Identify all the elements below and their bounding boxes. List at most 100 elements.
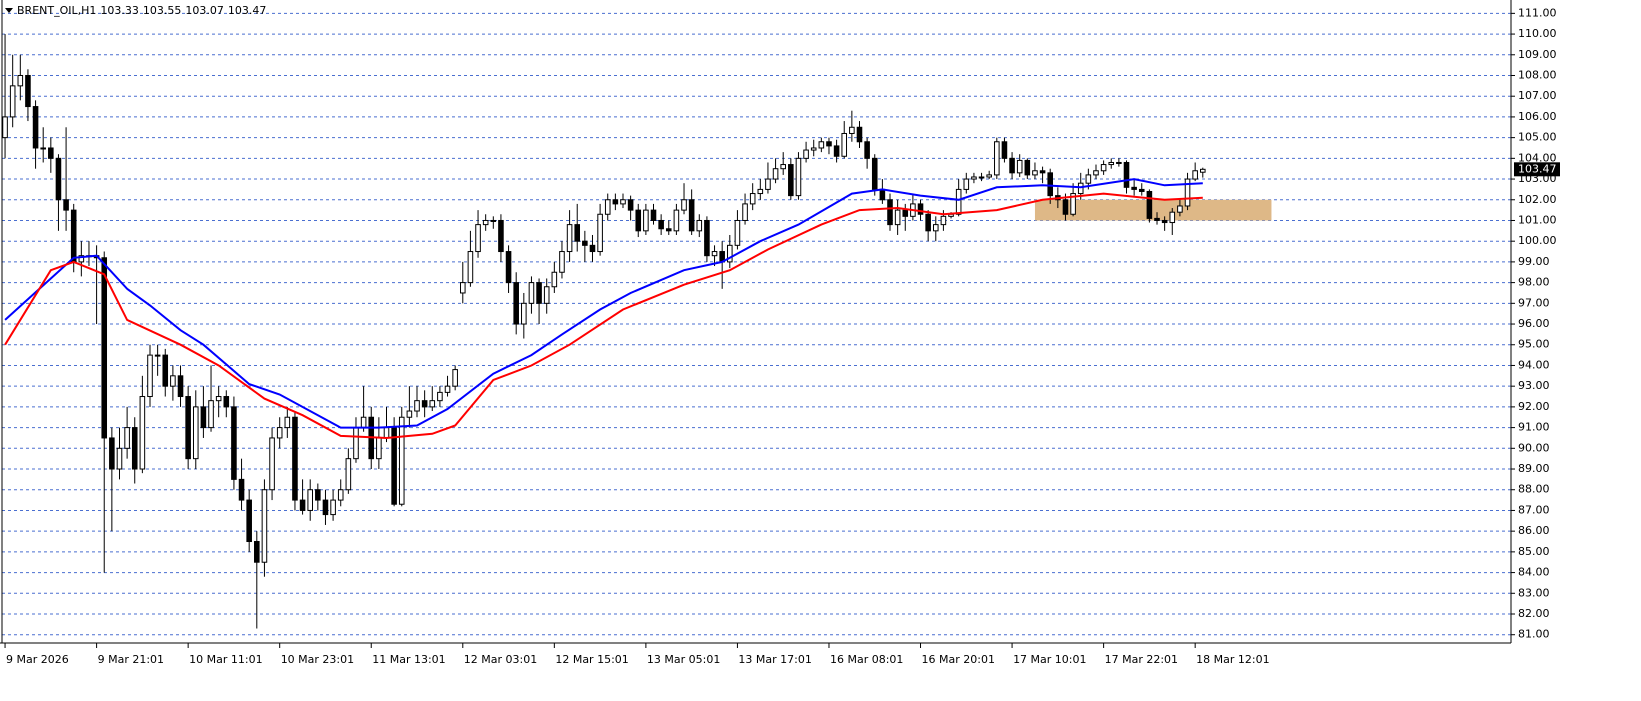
title-price: 103.33 xyxy=(100,4,139,17)
candle-body xyxy=(795,157,802,197)
y-tick-label: 85.00 xyxy=(1518,545,1550,558)
candle-body xyxy=(398,416,405,505)
candle-body xyxy=(1039,170,1046,174)
y-tick-label: 106.00 xyxy=(1518,110,1557,123)
candle-body xyxy=(665,228,672,232)
candle-body xyxy=(55,157,62,201)
candle-body xyxy=(254,541,260,563)
candle-body xyxy=(849,126,855,134)
candle-body xyxy=(1062,199,1069,215)
y-tick-label: 96.00 xyxy=(1518,317,1550,330)
candle-body xyxy=(498,219,504,253)
candle-body xyxy=(879,188,886,201)
candle-body xyxy=(345,458,352,491)
candle-body xyxy=(147,354,153,398)
candle-body xyxy=(513,282,519,325)
candle-body xyxy=(376,437,382,460)
title-symbol: BRENT_OIL,H1 xyxy=(17,4,96,17)
y-tick-label: 90.00 xyxy=(1518,441,1550,454)
candle-body xyxy=(612,199,619,205)
candle-body xyxy=(246,499,252,543)
candle-body xyxy=(383,427,390,439)
candle-body xyxy=(1200,168,1206,173)
y-tick-label: 89.00 xyxy=(1518,462,1550,475)
x-tick-label: 10 Mar 11:01 xyxy=(189,653,262,666)
candle-body xyxy=(459,282,466,294)
x-tick-label: 9 Mar 21:01 xyxy=(98,653,164,666)
candle-body xyxy=(1169,211,1176,224)
candle-body xyxy=(505,251,512,284)
y-tick-label: 81.00 xyxy=(1518,628,1550,641)
candle-body xyxy=(25,74,31,108)
candle-body xyxy=(223,396,230,408)
candle-body xyxy=(101,257,108,439)
candle-body xyxy=(307,489,313,511)
y-tick-label: 82.00 xyxy=(1518,607,1550,620)
y-tick-label: 110.00 xyxy=(1518,27,1557,40)
y-tick-label: 87.00 xyxy=(1518,503,1550,516)
candle-body xyxy=(566,224,573,253)
candle-body xyxy=(330,499,336,516)
chart-title: BRENT_OIL,H1 103.33 103.55 103.07 103.47 xyxy=(17,4,266,17)
y-tick-label: 111.00 xyxy=(1518,6,1557,19)
y-tick-label: 100.00 xyxy=(1518,234,1557,247)
candle-body xyxy=(925,213,931,232)
candle-body xyxy=(803,149,809,159)
candle-body xyxy=(475,224,481,253)
candle-body xyxy=(559,251,565,273)
candle-body xyxy=(299,499,306,511)
candle-body xyxy=(734,219,741,246)
candle-body xyxy=(154,354,161,357)
candle-body xyxy=(658,219,664,230)
candle-body xyxy=(200,406,207,429)
candle-body xyxy=(452,369,458,387)
candle-body xyxy=(1001,141,1008,159)
candle-body xyxy=(871,157,878,190)
moving-average xyxy=(4,178,1203,429)
x-tick-label: 12 Mar 15:01 xyxy=(555,653,628,666)
candle-body xyxy=(589,244,596,253)
title-arrow xyxy=(5,8,13,13)
x-tick-label: 12 Mar 03:01 xyxy=(464,653,537,666)
y-tick-label: 104.00 xyxy=(1518,151,1557,164)
candle-body xyxy=(292,416,298,501)
candle-body xyxy=(917,203,924,215)
y-tick-label: 93.00 xyxy=(1518,379,1550,392)
candle-body xyxy=(727,244,733,263)
candle-body xyxy=(932,224,939,232)
x-tick-label: 16 Mar 20:01 xyxy=(922,653,995,666)
x-tick-label: 13 Mar 17:01 xyxy=(738,653,811,666)
candle-body xyxy=(1146,190,1153,219)
y-tick-label: 83.00 xyxy=(1518,586,1550,599)
candle-body xyxy=(635,209,642,232)
candle-body xyxy=(681,199,687,211)
x-tick-label: 17 Mar 10:01 xyxy=(1013,653,1086,666)
candle-body xyxy=(315,489,321,501)
candle-body xyxy=(185,396,191,460)
candle-body xyxy=(337,489,344,501)
candle-body xyxy=(688,199,695,232)
candle-body xyxy=(284,416,291,429)
y-tick-label: 91.00 xyxy=(1518,421,1550,434)
candle-body xyxy=(955,188,962,215)
candle-body xyxy=(192,406,199,460)
candle-body xyxy=(429,400,436,408)
candle-body xyxy=(902,209,909,217)
candle-body xyxy=(1138,188,1145,192)
candle-body xyxy=(711,251,718,257)
candle-body xyxy=(772,168,779,180)
candle-body xyxy=(78,255,85,263)
candle-body xyxy=(994,141,1000,176)
candle-body xyxy=(833,145,840,157)
candle-body xyxy=(17,74,24,87)
candle-body xyxy=(1077,182,1084,195)
candle-body xyxy=(627,199,634,211)
y-tick-label: 99.00 xyxy=(1518,255,1550,268)
candle-body xyxy=(40,147,46,150)
candle-body xyxy=(765,178,771,190)
candle-body xyxy=(986,174,992,178)
candle-body xyxy=(208,400,214,429)
candle-body xyxy=(421,400,428,408)
